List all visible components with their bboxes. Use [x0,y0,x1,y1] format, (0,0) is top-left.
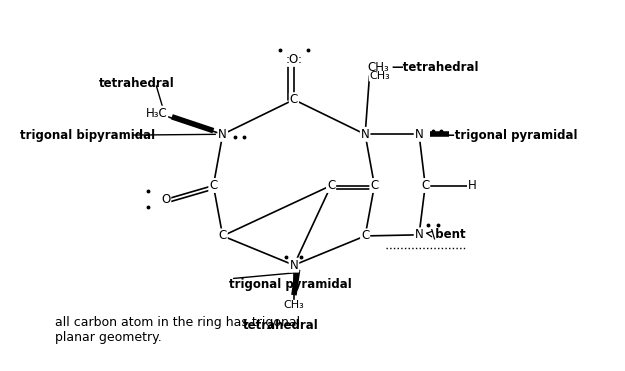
Text: H: H [468,179,477,192]
Text: C: C [421,179,429,192]
Text: tetrahedral: tetrahedral [99,78,174,91]
Text: N: N [218,128,227,141]
Text: all carbon atom in the ring has trigonal
planar geometry.: all carbon atom in the ring has trigonal… [56,316,301,344]
Text: N: N [361,128,369,141]
Text: C: C [327,179,335,192]
Text: C: C [361,229,369,242]
Text: —tetrahedral: —tetrahedral [392,61,479,74]
Text: CH₃: CH₃ [284,301,304,311]
Text: H₃C: H₃C [146,106,168,119]
Text: trigonal bipyramidal: trigonal bipyramidal [20,129,155,142]
Text: trigonal pyramidal: trigonal pyramidal [229,278,352,290]
Text: C: C [371,179,379,192]
Text: :O:: :O: [286,53,302,66]
Text: \bent: \bent [431,227,466,240]
Text: CH₃: CH₃ [367,61,389,74]
Text: C: C [219,229,227,242]
Text: C: C [209,179,217,192]
Text: CH₃: CH₃ [369,71,390,81]
Text: N: N [414,128,423,141]
Text: C: C [290,93,298,106]
Text: tetrahedral: tetrahedral [243,319,319,332]
Text: O: O [161,193,171,206]
Text: N: N [289,259,298,272]
Text: N: N [414,228,423,241]
Text: —trigonal pyramidal: —trigonal pyramidal [442,129,577,142]
